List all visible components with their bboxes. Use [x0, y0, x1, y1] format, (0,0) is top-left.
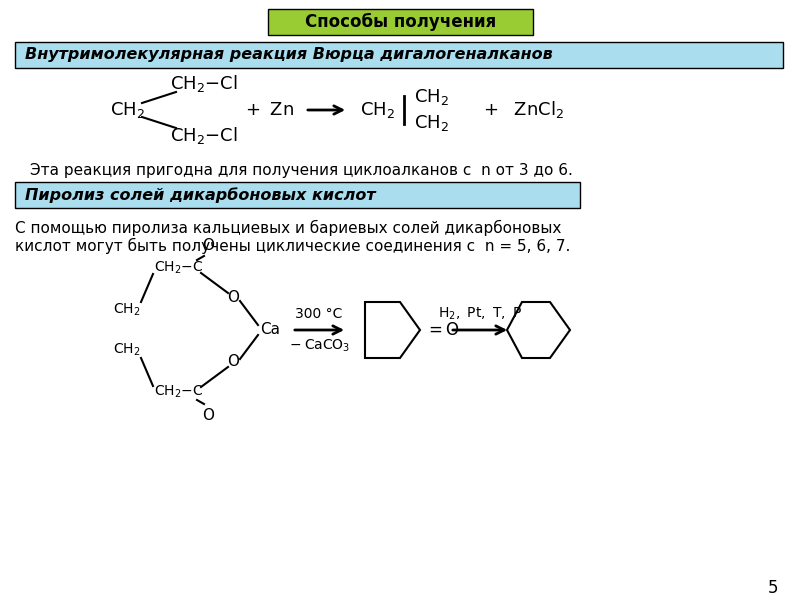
Text: $\rm {=}O$: $\rm {=}O$ — [425, 321, 459, 339]
Bar — [15, 182, 580, 208]
Text: $\rm +\ \ ZnCl_2$: $\rm +\ \ ZnCl_2$ — [480, 100, 564, 121]
Text: $\rm CH_2$: $\rm CH_2$ — [110, 100, 146, 120]
Text: кислот могут быть получены циклические соединения с  n = 5, 6, 7.: кислот могут быть получены циклические с… — [15, 238, 570, 254]
Text: 5: 5 — [768, 579, 778, 597]
Text: Способы получения: Способы получения — [305, 13, 496, 31]
Text: $\rm CH_2$: $\rm CH_2$ — [414, 87, 450, 107]
Bar — [15, 42, 783, 68]
Text: O: O — [202, 407, 214, 422]
Text: O: O — [202, 238, 214, 253]
Text: $\rm CH_2{-}Cl$: $\rm CH_2{-}Cl$ — [170, 73, 238, 94]
Text: $\rm -CaCO_3$: $\rm -CaCO_3$ — [287, 338, 350, 354]
Text: $\rm CH_2{-}Cl$: $\rm CH_2{-}Cl$ — [170, 125, 238, 146]
Text: 300 °C: 300 °C — [295, 307, 342, 321]
Text: $\rm CH_2$: $\rm CH_2$ — [114, 302, 141, 318]
Text: O: O — [227, 290, 239, 305]
Text: Эта реакция пригодна для получения циклоалканов с  n от 3 до 6.: Эта реакция пригодна для получения цикло… — [30, 163, 573, 178]
Bar — [268, 9, 533, 35]
Text: $\rm CH_2$: $\rm CH_2$ — [361, 100, 395, 120]
Text: $\rm + \ Zn$: $\rm + \ Zn$ — [242, 101, 294, 119]
Text: $\rm CH_2{-}C$: $\rm CH_2{-}C$ — [154, 384, 204, 400]
Text: $\rm CH_2$: $\rm CH_2$ — [414, 113, 450, 133]
Text: $\rm CH_2$: $\rm CH_2$ — [114, 342, 141, 358]
Text: $\rm H_2,\ Pt,\ T,\ P$: $\rm H_2,\ Pt,\ T,\ P$ — [438, 306, 522, 322]
Text: Пиролиз солей дикарбоновых кислот: Пиролиз солей дикарбоновых кислот — [25, 187, 376, 203]
Text: Внутримолекулярная реакция Вюрца дигалогеналканов: Внутримолекулярная реакция Вюрца дигалог… — [25, 47, 553, 62]
Text: O: O — [227, 355, 239, 370]
Text: С помощью пиролиза кальциевых и бариевых солей дикарбоновых: С помощью пиролиза кальциевых и бариевых… — [15, 220, 562, 236]
Text: Ca: Ca — [260, 323, 280, 337]
Text: $\rm CH_2{-}C$: $\rm CH_2{-}C$ — [154, 260, 204, 276]
